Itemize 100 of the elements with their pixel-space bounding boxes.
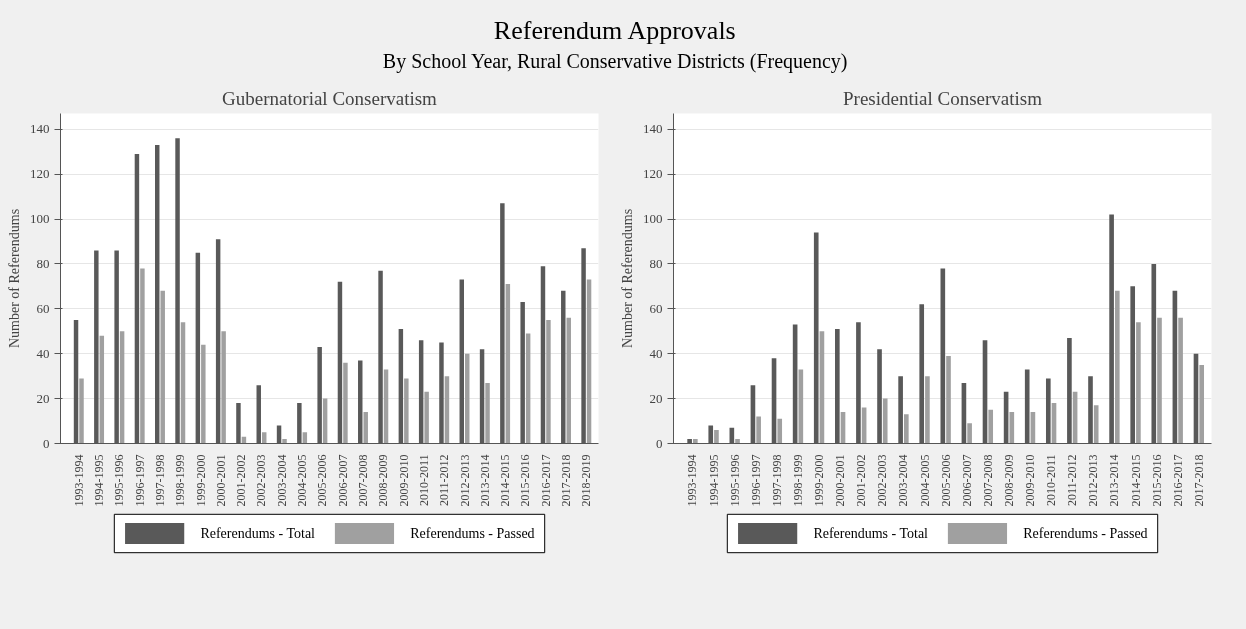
- text: By School Year, Rural Conservative Districts (Frequency): [382, 50, 848, 74]
- x-tick-label: 1999-2000: [193, 454, 208, 507]
- x-tick-label: 1995-1996: [727, 454, 742, 507]
- bar: [1157, 317, 1162, 444]
- bar: [714, 430, 719, 444]
- x-tick-label: 2008-2009: [1001, 454, 1016, 507]
- x-tick-label: 1994-1995: [92, 454, 107, 507]
- x-tick-label: 2005-2006: [315, 454, 330, 507]
- bar: [1009, 412, 1015, 444]
- x-tick-label: 2017-2018: [1191, 454, 1206, 507]
- x-tick-label: 2006-2007: [335, 454, 350, 507]
- x-tick-label: 1997-1998: [769, 454, 784, 507]
- x-tick-label: 2009-2010: [1023, 454, 1038, 507]
- x-tick-label: 2001-2002: [234, 454, 249, 507]
- legend-label: Referendums - Passed: [410, 526, 535, 541]
- y-tick-label: 80: [649, 255, 663, 271]
- text: Referendum Approvals: [493, 16, 736, 46]
- x-tick-label: 2001-2002: [854, 454, 869, 507]
- x-tick-label: 2015-2016: [518, 454, 533, 507]
- x-tick-label: 1994-1995: [706, 454, 721, 507]
- x-tick-label: 2012-2013: [1086, 454, 1101, 507]
- x-tick-label: 2010-2011: [416, 454, 431, 507]
- bar: [424, 391, 429, 444]
- bar: [1199, 364, 1205, 444]
- y-tick-label: 100: [643, 211, 663, 227]
- y-tick-label: 120: [643, 166, 663, 182]
- y-tick-label: 40: [36, 345, 50, 361]
- x-tick-label: 2014-2015: [498, 454, 513, 507]
- x-tick-label: 1998-1999: [790, 454, 805, 507]
- x-tick-label: 2016-2017: [1170, 454, 1185, 507]
- bar: [925, 376, 930, 444]
- x-tick-label: 2008-2009: [376, 454, 391, 507]
- bar: [1178, 317, 1183, 444]
- bar: [946, 355, 951, 444]
- x-tick-label: 2000-2001: [833, 454, 848, 507]
- bar: [756, 416, 761, 444]
- x-tick-label: 2010-2011: [1044, 454, 1059, 507]
- x-tick-label: 2007-2008: [356, 454, 370, 507]
- y-axis-title: Number of Referendums: [620, 208, 635, 349]
- x-tick-label: 2018-2019: [579, 454, 594, 507]
- bar: [1114, 290, 1120, 444]
- x-tick-label: 2012-2013: [457, 454, 472, 507]
- x-tick-label: 2007-2008: [980, 454, 995, 507]
- x-tick-label: 2003-2004: [274, 454, 289, 507]
- bar: [201, 344, 206, 444]
- y-tick-label: 60: [649, 300, 663, 316]
- y-tick-label: 100: [30, 211, 50, 227]
- bar: [343, 362, 348, 444]
- x-tick-label: 2011-2012: [437, 454, 452, 507]
- x-tick-label: 2004-2005: [295, 454, 310, 507]
- x-tick-label: 2013-2014: [477, 454, 492, 507]
- x-tick-label: 2004-2005: [917, 454, 932, 507]
- x-tick-label: 1997-1998: [152, 454, 167, 507]
- y-tick-label: 0: [43, 435, 50, 451]
- bar: [1136, 322, 1141, 444]
- bar: [777, 418, 783, 444]
- bar: [79, 378, 84, 444]
- bar: [882, 398, 888, 444]
- bar: [140, 268, 145, 444]
- legend-label: Referendums - Total: [200, 526, 316, 541]
- x-tick-label: 1996-1997: [748, 454, 763, 507]
- x-tick-label: 2014-2015: [1128, 454, 1143, 507]
- y-tick-label: 140: [30, 121, 50, 137]
- chart-title: Gubernatorial Conservatism: [222, 87, 438, 109]
- bar: [1093, 405, 1099, 444]
- bar: [160, 290, 165, 444]
- x-tick-label: 2005-2006: [938, 454, 953, 507]
- legend-label: Referendums - Passed: [1023, 526, 1148, 541]
- y-tick-label: 40: [649, 345, 663, 361]
- y-tick-label: 60: [36, 300, 50, 316]
- bar: [735, 439, 740, 444]
- x-tick-label: 1998-1999: [173, 454, 188, 507]
- x-tick-label: 1999-2000: [812, 454, 827, 507]
- x-tick-label: 1995-1996: [112, 454, 127, 507]
- x-tick-label: 2016-2017: [538, 454, 553, 507]
- x-tick-label: 2009-2010: [396, 454, 411, 507]
- y-tick-label: 0: [656, 435, 663, 451]
- bar: [282, 439, 287, 444]
- x-tick-label: 2002-2003: [875, 454, 890, 507]
- x-tick-label: 2002-2003: [254, 454, 269, 507]
- x-tick-label: 2015-2016: [1149, 454, 1164, 507]
- y-tick-label: 20: [649, 390, 663, 406]
- x-tick-label: 2006-2007: [959, 454, 974, 507]
- x-tick-label: 1996-1997: [132, 454, 147, 507]
- bar: [404, 378, 409, 444]
- y-tick-label: 20: [36, 390, 50, 406]
- x-tick-label: 2000-2001: [213, 454, 228, 507]
- y-tick-label: 140: [643, 121, 663, 137]
- x-tick-label: 2003-2004: [896, 454, 911, 507]
- x-tick-label: 2013-2014: [1107, 454, 1122, 507]
- bar: [485, 382, 490, 444]
- x-tick-label: 2011-2012: [1065, 454, 1080, 507]
- y-axis-title: Number of Referendums: [7, 208, 22, 349]
- bar: [546, 320, 551, 444]
- legend-label: Referendums - Total: [813, 526, 929, 541]
- bar: [904, 414, 909, 444]
- x-tick-label: 1993-1994: [685, 454, 700, 507]
- bar: [693, 439, 698, 444]
- bar: [967, 423, 972, 444]
- bar: [988, 409, 994, 444]
